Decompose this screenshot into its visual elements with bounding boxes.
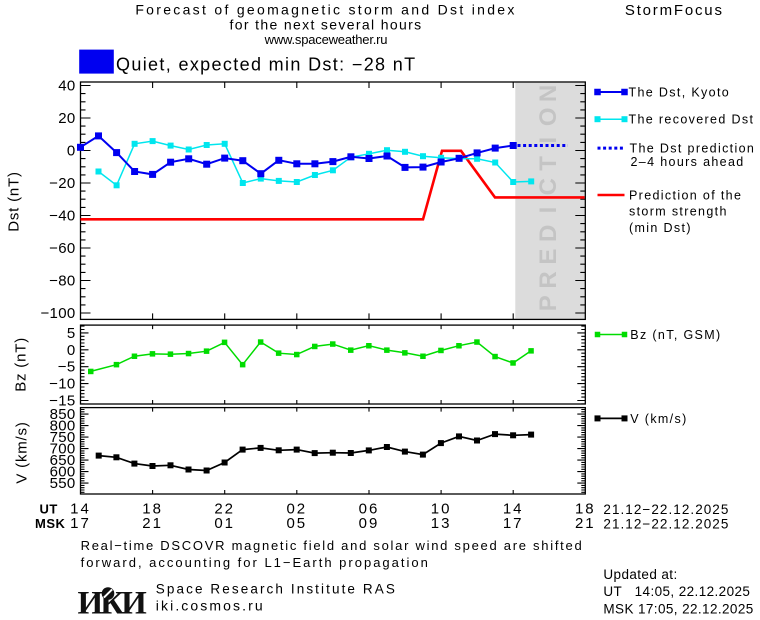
svg-text:E: E	[535, 249, 562, 265]
svg-text:650: 650	[50, 452, 76, 469]
svg-text:V (km/s): V (km/s)	[630, 412, 687, 426]
svg-text:MSK 17:05, 22.12.2025: MSK 17:05, 22.12.2025	[603, 602, 753, 617]
svg-text:iki.cosmos.ru: iki.cosmos.ru	[156, 598, 265, 614]
svg-text:21: 21	[142, 515, 163, 532]
svg-text:N: N	[535, 85, 562, 102]
svg-text:600: 600	[50, 464, 76, 481]
svg-text:V (km/s): V (km/s)	[14, 421, 31, 483]
svg-text:20: 20	[58, 110, 75, 127]
svg-text:17: 17	[70, 515, 91, 532]
svg-text:22: 22	[214, 501, 235, 518]
svg-text:−60: −60	[49, 240, 75, 257]
svg-text:C: C	[535, 178, 562, 195]
svg-text:−5: −5	[58, 359, 76, 376]
svg-text:−10: −10	[49, 376, 75, 393]
svg-text:D: D	[535, 225, 562, 242]
svg-text:14: 14	[70, 501, 91, 518]
svg-text:06: 06	[359, 501, 380, 518]
svg-text:2–4 hours ahead: 2–4 hours ahead	[631, 155, 745, 169]
svg-text:UT: UT	[40, 502, 58, 517]
svg-text:09: 09	[359, 515, 380, 532]
svg-text:MSK: MSK	[35, 516, 66, 531]
svg-text:01: 01	[214, 515, 235, 532]
svg-text:850: 850	[50, 406, 76, 423]
svg-text:Bz (nT, GSM): Bz (nT, GSM)	[630, 328, 721, 342]
svg-text:UT 14:05, 22.12.2025: UT 14:05, 22.12.2025	[603, 584, 750, 599]
svg-text:www.spaceweather.ru: www.spaceweather.ru	[264, 32, 388, 47]
svg-text:21: 21	[575, 515, 596, 532]
svg-text:17: 17	[503, 515, 524, 532]
svg-text:13: 13	[431, 515, 452, 532]
svg-text:0: 0	[67, 143, 76, 160]
svg-text:Bz (nT): Bz (nT)	[12, 337, 29, 392]
svg-text:−80: −80	[49, 273, 75, 290]
svg-text:storm strength: storm strength	[629, 204, 728, 218]
svg-text:40: 40	[58, 78, 75, 95]
svg-text:02: 02	[286, 501, 307, 518]
svg-text:21.12−22.12.2025: 21.12−22.12.2025	[603, 517, 729, 532]
svg-text:The Dst prediction: The Dst prediction	[630, 142, 756, 156]
svg-text:Forecast of geomagnetic storm: Forecast of geomagnetic storm and Dst in…	[135, 2, 516, 18]
svg-text:14: 14	[503, 501, 524, 518]
svg-text:StormFocus: StormFocus	[625, 2, 724, 19]
svg-text:I: I	[535, 137, 562, 144]
svg-text:The Dst, Kyoto: The Dst, Kyoto	[629, 86, 731, 100]
svg-text:5: 5	[67, 325, 76, 342]
svg-text:−40: −40	[49, 208, 75, 225]
svg-text:700: 700	[50, 441, 76, 458]
svg-text:Space Research Institute RAS: Space Research Institute RAS	[156, 582, 397, 597]
svg-text:(min Dst): (min Dst)	[629, 221, 692, 235]
svg-text:0: 0	[67, 342, 76, 359]
svg-text:−100: −100	[41, 305, 76, 322]
svg-text:O: O	[535, 107, 562, 126]
svg-text:750: 750	[50, 429, 76, 446]
svg-text:18: 18	[575, 501, 596, 518]
svg-text:−15: −15	[49, 393, 75, 410]
svg-text:10: 10	[431, 501, 452, 518]
svg-text:Dst (nT): Dst (nT)	[6, 171, 23, 232]
svg-text:for the next several hours: for the next several hours	[229, 16, 422, 32]
svg-text:Updated at:: Updated at:	[603, 567, 677, 582]
svg-text:18: 18	[142, 501, 163, 518]
svg-text:The recovered Dst: The recovered Dst	[629, 113, 755, 127]
svg-text:Quiet, expected min Dst: −28 n: Quiet, expected min Dst: −28 nT	[116, 55, 416, 75]
svg-text:I: I	[535, 207, 562, 214]
svg-text:−20: −20	[49, 175, 75, 192]
svg-text:Prediction of the: Prediction of the	[629, 189, 742, 203]
svg-text:21.12−22.12.2025: 21.12−22.12.2025	[603, 502, 729, 517]
svg-text:T: T	[535, 156, 562, 171]
svg-text:550: 550	[50, 475, 76, 492]
svg-text:P: P	[535, 295, 562, 311]
svg-text:R: R	[535, 271, 562, 288]
svg-text:05: 05	[286, 515, 307, 532]
svg-text:800: 800	[50, 418, 76, 435]
svg-text:forward, accounting for L1−Ear: forward, accounting for L1−Earth propaga…	[81, 555, 430, 570]
svg-text:Real−time DSCOVR magnetic fiel: Real−time DSCOVR magnetic field and sola…	[81, 538, 584, 553]
